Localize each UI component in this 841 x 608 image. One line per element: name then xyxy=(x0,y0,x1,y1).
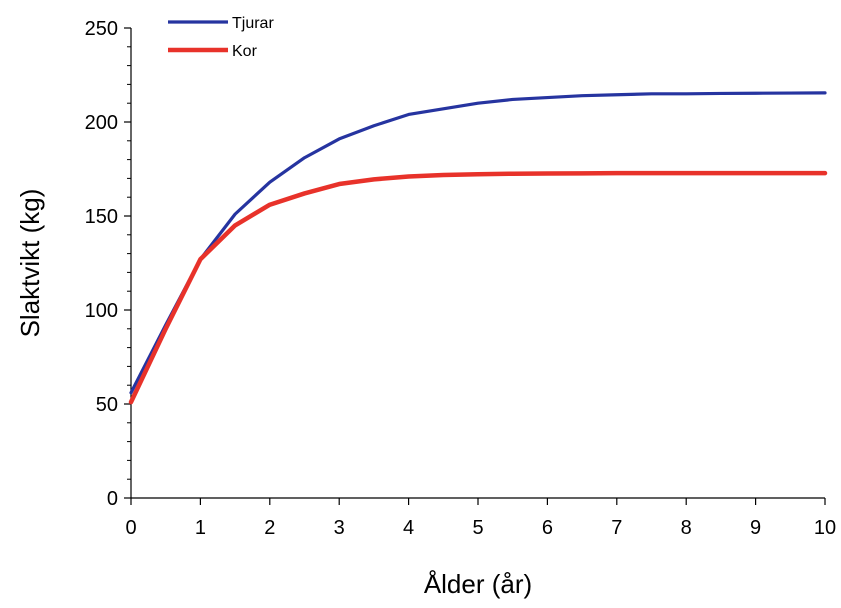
y-tick-label: 50 xyxy=(96,394,118,416)
x-tick-label: 3 xyxy=(334,517,345,539)
x-tick-label: 1 xyxy=(195,517,206,539)
y-tick-label: 0 xyxy=(107,488,118,510)
x-tick-label: 4 xyxy=(403,517,414,539)
x-tick-label: 9 xyxy=(750,517,761,539)
x-tick-label: 5 xyxy=(472,517,483,539)
legend-label-tjurar: Tjurar xyxy=(232,15,274,32)
ticks: 0 50 100 150 200 250 0 1 2 3 4 5 6 7 8 9 10 xyxy=(85,18,837,539)
x-tick-label: 0 xyxy=(125,517,136,539)
legend-label-kor: Kor xyxy=(232,43,258,60)
y-axis-title: Slaktvikt (kg) xyxy=(15,189,45,338)
x-tick-label: 6 xyxy=(542,517,553,539)
y-tick-label: 250 xyxy=(85,18,118,40)
y-tick-label: 200 xyxy=(85,112,118,134)
x-tick-label: 7 xyxy=(611,517,622,539)
axes xyxy=(130,28,825,499)
series-layer xyxy=(128,91,828,405)
series-line-tjurar xyxy=(129,91,827,395)
x-tick-label: 2 xyxy=(264,517,275,539)
legend: Tjurar Kor xyxy=(168,15,274,60)
x-axis-title: Ålder (år) xyxy=(424,569,532,599)
y-tick-label: 100 xyxy=(85,300,118,322)
x-tick-label: 10 xyxy=(814,517,836,539)
x-tick-label: 8 xyxy=(681,517,692,539)
y-tick-label: 150 xyxy=(85,206,118,228)
series-line-kor xyxy=(128,170,828,405)
